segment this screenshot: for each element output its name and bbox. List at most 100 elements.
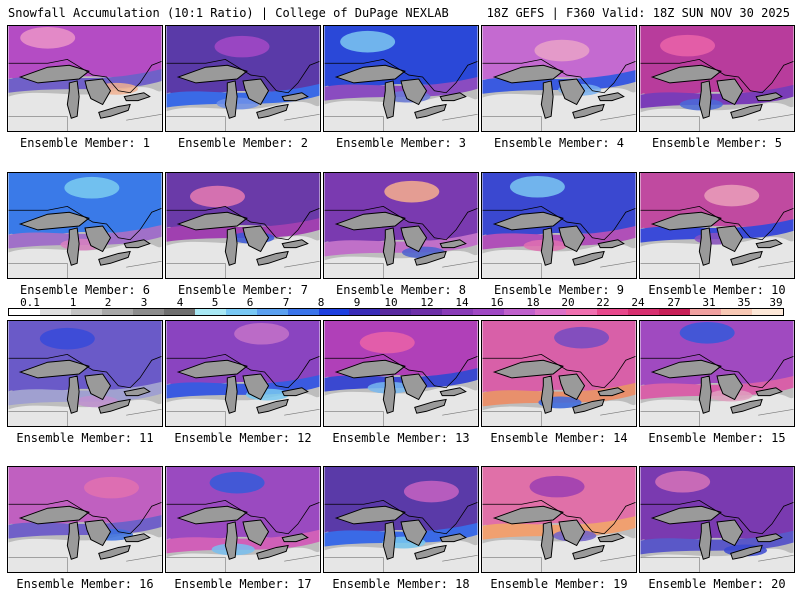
- great-lake-outline: [492, 211, 564, 231]
- snow-maximum: [234, 322, 290, 345]
- border-line: [324, 499, 478, 535]
- great-lake-outline: [123, 533, 151, 543]
- snowfall-map: [640, 467, 794, 572]
- great-lake-outline: [256, 103, 289, 119]
- great-lake-outline: [414, 250, 447, 266]
- ensemble-member-panel: [7, 320, 163, 427]
- ensemble-member-label: Ensemble Member: 11: [16, 431, 154, 445]
- state-line: [166, 261, 320, 278]
- great-lake-outline: [281, 387, 309, 397]
- great-lake-outline: [650, 64, 722, 84]
- colorbar-tick-label: 6: [246, 296, 254, 309]
- state-line: [324, 114, 478, 131]
- great-lake-outline: [597, 387, 625, 397]
- snowfall-map: [324, 173, 478, 278]
- colorbar-swatch: [101, 309, 133, 315]
- moderate-snow-band: [8, 381, 162, 406]
- colorbar-swatch: [194, 309, 226, 315]
- heavy-snow-band: [166, 467, 320, 546]
- great-lake-outline: [730, 544, 763, 560]
- ensemble-member-panel: [323, 466, 479, 573]
- colorbar-tick-label: 5: [211, 296, 219, 309]
- border-line: [640, 58, 794, 94]
- great-lake-outline: [66, 521, 80, 560]
- great-lake-outline: [698, 80, 712, 119]
- ensemble-member-panel: [7, 25, 163, 132]
- great-lake-outline: [755, 92, 783, 102]
- ensemble-member-label: Ensemble Member: 3: [335, 136, 467, 150]
- border-line: [640, 353, 794, 389]
- ensemble-member-label: Ensemble Member: 8: [335, 283, 467, 297]
- great-lake-outline: [730, 398, 763, 414]
- state-line: [8, 409, 162, 426]
- snow-maximum: [660, 34, 716, 57]
- great-lake-outline: [242, 78, 270, 106]
- great-lake-outline: [400, 519, 428, 547]
- border-line: [166, 353, 320, 389]
- colorbar-swatch: [132, 309, 164, 315]
- colorbar-swatch: [720, 309, 752, 315]
- snowfall-map: [640, 173, 794, 278]
- great-lake-outline: [382, 227, 396, 266]
- great-lake-outline: [698, 227, 712, 266]
- great-lake-outline: [224, 227, 238, 266]
- great-lake-outline: [572, 250, 605, 266]
- great-lake-outline: [558, 78, 586, 106]
- border-line: [482, 205, 636, 241]
- ensemble-member-label: Ensemble Member: 2: [177, 136, 309, 150]
- border-line: [324, 58, 478, 94]
- snow-maximum: [84, 476, 139, 499]
- state-line: [324, 261, 478, 278]
- colorbar-tick-label: 24: [631, 296, 645, 309]
- moderate-snow-band: [482, 516, 636, 540]
- trace-snow-area: [324, 95, 478, 131]
- ensemble-member-panel: [481, 466, 637, 573]
- ensemble-member-label: Ensemble Member: 7: [177, 283, 309, 297]
- great-lake-outline: [439, 387, 467, 397]
- great-lake-outline: [256, 250, 289, 266]
- snowfall-map: [324, 467, 478, 572]
- border-line: [324, 353, 478, 389]
- snowfall-map: [8, 321, 162, 426]
- colorbar-swatch: [39, 309, 71, 315]
- snow-maximum: [209, 471, 265, 494]
- ensemble-member-label: Ensemble Member: 18: [332, 577, 470, 591]
- great-lake-outline: [84, 373, 112, 401]
- colorbar-swatch: [504, 309, 536, 315]
- colorbar-tick-label: 39: [769, 296, 783, 309]
- great-lake-outline: [334, 211, 406, 231]
- colorbar-tick-label: 4: [176, 296, 184, 309]
- state-line: [482, 114, 636, 131]
- state-line: [482, 261, 636, 278]
- colorbar-tick-label: 8: [317, 296, 325, 309]
- colorbar-tick-label: 9: [353, 296, 361, 309]
- colorbar-swatch: [349, 309, 381, 315]
- ensemble-member-label: Ensemble Member: 4: [493, 136, 625, 150]
- snowfall-map: [166, 173, 320, 278]
- heavy-snow-band: [324, 173, 478, 249]
- great-lake-outline: [256, 544, 289, 560]
- state-line: [482, 555, 636, 572]
- great-lake-outline: [242, 373, 270, 401]
- great-lake-outline: [66, 375, 80, 414]
- snow-maximum: [384, 180, 440, 203]
- great-lake-outline: [730, 250, 763, 266]
- great-lake-outline: [242, 225, 270, 253]
- great-lake-outline: [18, 211, 90, 231]
- snow-maximum: [704, 184, 760, 207]
- ensemble-member-panel: [7, 172, 163, 279]
- colorbar-swatch: [9, 309, 40, 315]
- moderate-snow-band: [324, 522, 478, 547]
- colorbar-swatch: [751, 309, 783, 315]
- moderate-snow-band: [166, 83, 320, 108]
- state-line: [166, 555, 320, 572]
- colorbar-swatch: [163, 309, 195, 315]
- map-title: Snowfall Accumulation (10:1 Ratio) | Col…: [8, 6, 449, 20]
- snowfall-map: [324, 26, 478, 131]
- state-line: [8, 261, 162, 278]
- snowfall-map: [166, 467, 320, 572]
- snowfall-map: [8, 26, 162, 131]
- moderate-snow-band: [482, 225, 636, 250]
- great-lake-outline: [650, 359, 722, 379]
- border-line: [640, 499, 794, 535]
